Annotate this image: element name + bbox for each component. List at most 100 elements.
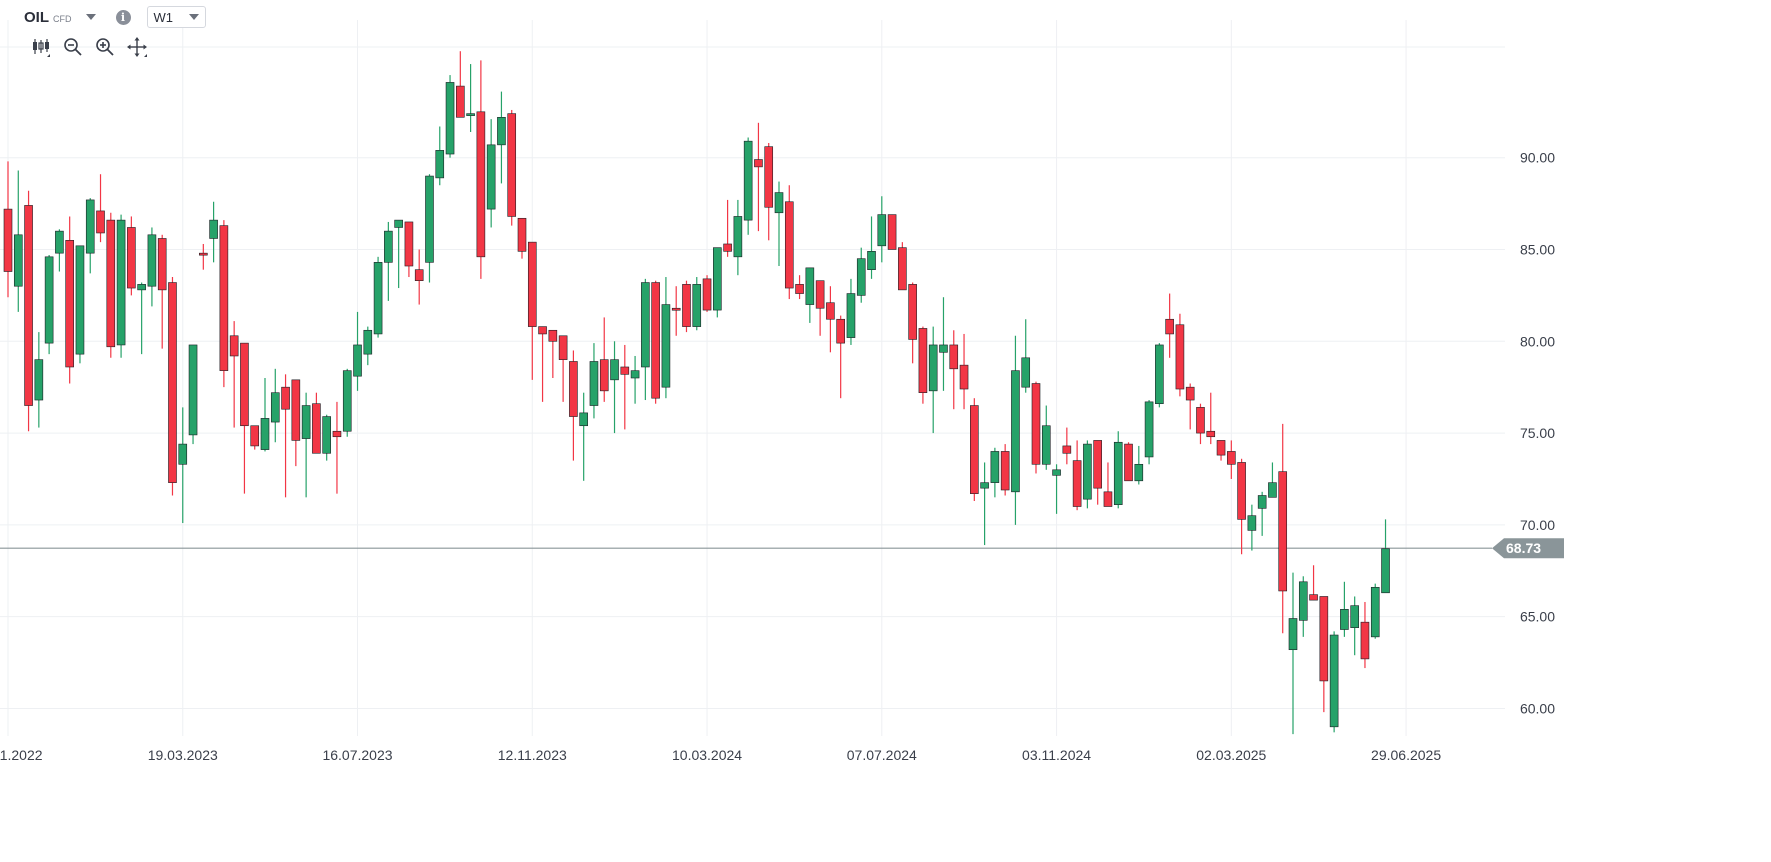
candle-body: [435, 150, 445, 179]
y-axis: 60.00 65.00 70.00 75.00 80.00 85.00 90.00: [1520, 150, 1555, 717]
candle-body: [754, 159, 763, 168]
candle-body: [1052, 469, 1061, 476]
x-tick-label: 20.11.2022: [0, 747, 43, 763]
candle: [466, 64, 475, 132]
candle-body: [127, 227, 136, 289]
candle-body: [1350, 605, 1359, 628]
candle: [1000, 444, 1010, 496]
candle-body: [1319, 596, 1329, 682]
candle: [671, 286, 681, 336]
candle-body: [1175, 324, 1185, 390]
candle: [353, 311, 362, 391]
candle: [322, 414, 331, 461]
candle-body: [1360, 621, 1370, 660]
candle: [394, 219, 403, 289]
candle: [219, 220, 229, 388]
x-tick-label: 19.03.2023: [148, 747, 218, 763]
candles: [3, 51, 1390, 735]
candle-body: [764, 146, 774, 208]
candle-body: [466, 113, 475, 116]
candle: [928, 326, 938, 434]
candle: [1113, 431, 1123, 509]
candle: [168, 277, 177, 496]
candle: [3, 161, 13, 298]
symbol-type: CFD: [53, 13, 72, 24]
candle: [733, 199, 743, 276]
candle-body: [1062, 445, 1072, 454]
candle-body: [1165, 318, 1174, 335]
candle: [137, 282, 146, 355]
candle-body: [651, 282, 660, 399]
candle-body: [928, 344, 938, 392]
x-tick-label: 07.07.2024: [847, 747, 917, 763]
candle: [784, 185, 794, 300]
candle-body: [1124, 443, 1133, 482]
candle: [815, 280, 825, 336]
candle: [774, 181, 784, 267]
candle: [1062, 427, 1072, 465]
candle-body: [188, 344, 198, 436]
candle-body: [219, 225, 229, 371]
candle-body: [85, 199, 95, 254]
timeframe-select[interactable]: W1: [146, 6, 206, 28]
candle-body: [425, 175, 434, 263]
candle-body: [497, 117, 506, 146]
candle: [877, 196, 887, 263]
candle: [106, 212, 116, 358]
symbol-name[interactable]: OIL: [24, 8, 49, 26]
candle-body: [918, 328, 928, 393]
candle-body: [1144, 401, 1154, 458]
zoom-in-icon[interactable]: [94, 36, 116, 58]
candle-body: [1227, 451, 1236, 465]
timeframe-value: W1: [153, 9, 174, 25]
candle-body: [589, 361, 599, 406]
candle-body: [1329, 634, 1339, 728]
candle: [1072, 440, 1082, 511]
candle: [65, 216, 74, 384]
candle: [630, 355, 640, 404]
candle-body: [1257, 495, 1267, 509]
candle-body: [959, 364, 969, 390]
candle: [425, 174, 434, 283]
candle: [13, 170, 23, 312]
candle-body: [548, 329, 558, 342]
move-icon[interactable]: [126, 36, 148, 58]
candle-body: [209, 219, 218, 239]
candle: [898, 242, 907, 291]
candle-body: [527, 241, 537, 327]
candle: [856, 247, 866, 303]
candle: [517, 217, 527, 259]
candle: [1268, 462, 1277, 498]
candle-body: [250, 425, 260, 447]
candle: [486, 119, 496, 228]
candle: [1288, 572, 1298, 735]
candle: [764, 143, 774, 241]
candle-body: [106, 219, 116, 348]
candle-body: [507, 113, 517, 217]
candle-body: [898, 247, 907, 291]
symbol-dropdown-icon[interactable]: [85, 14, 96, 20]
candle: [692, 277, 702, 331]
candle: [1247, 504, 1257, 551]
chart-type-icon[interactable]: [30, 36, 52, 58]
candle-body: [342, 370, 352, 432]
info-icon[interactable]: i: [115, 9, 131, 25]
candle-body: [332, 430, 342, 438]
candle-body: [702, 278, 712, 311]
candle: [363, 326, 373, 366]
current-price-tag: 68.73: [1492, 538, 1564, 559]
chart-tools: [30, 36, 148, 58]
candle: [1011, 335, 1020, 525]
candle: [1185, 383, 1195, 430]
zoom-out-icon[interactable]: [62, 36, 84, 58]
candle-body: [569, 361, 578, 417]
candle-body: [1278, 471, 1288, 592]
candle-body: [322, 416, 331, 454]
candle-body: [270, 392, 280, 423]
candle-body: [733, 216, 743, 258]
candle-body: [445, 82, 455, 155]
candle: [949, 330, 959, 410]
candle: [1257, 491, 1267, 536]
candle: [1340, 581, 1349, 637]
